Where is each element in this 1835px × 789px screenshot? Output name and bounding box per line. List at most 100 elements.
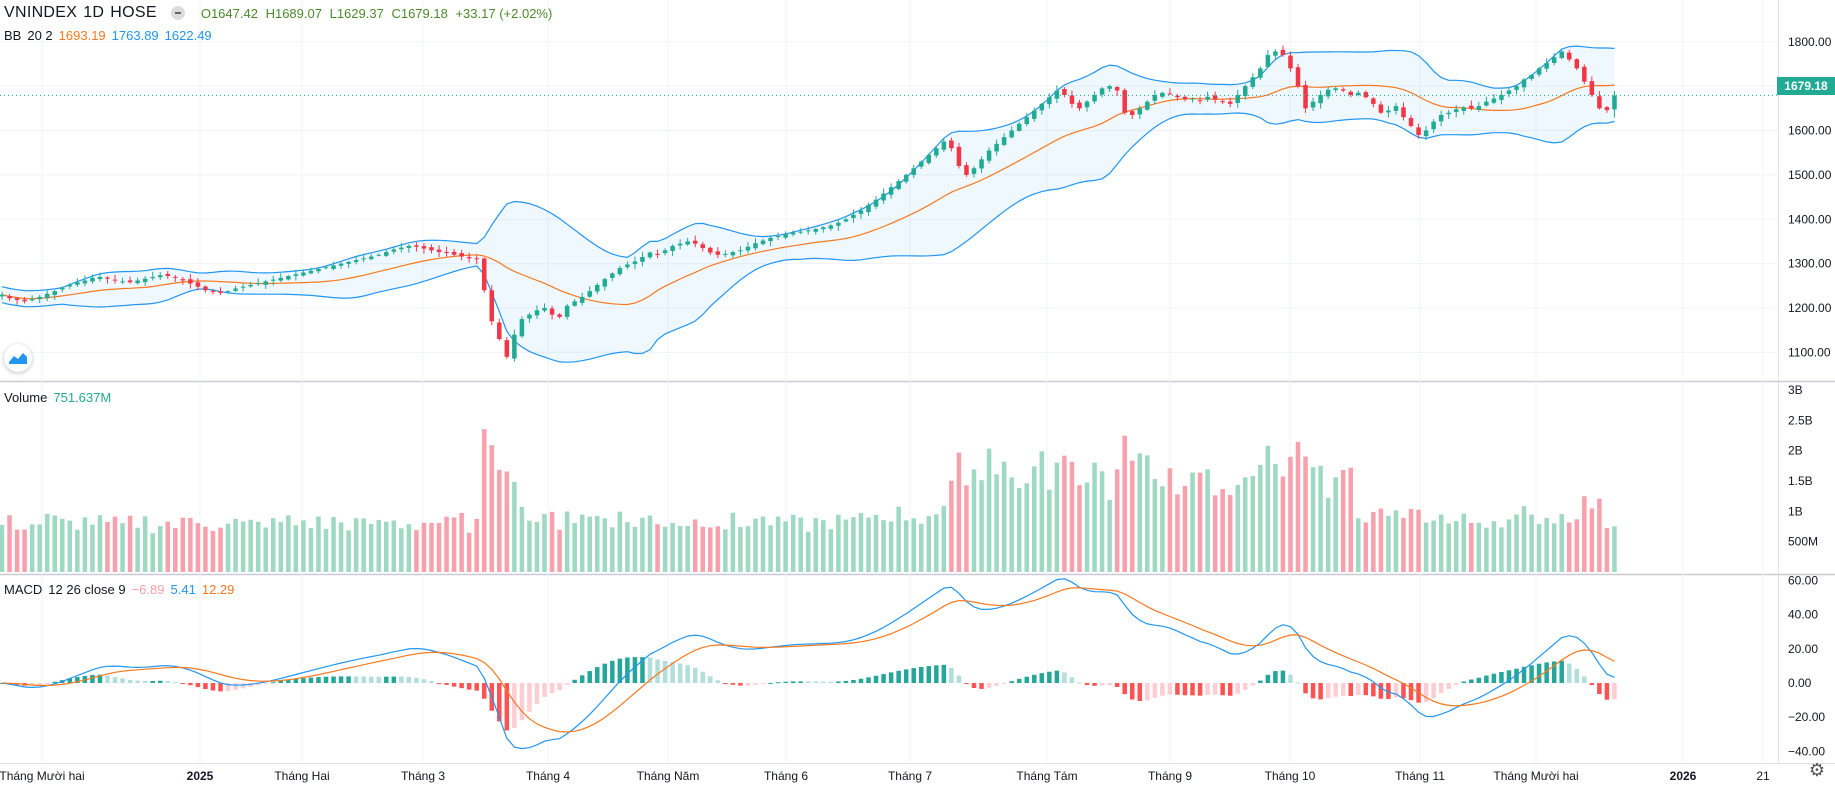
- price-tick-label: 1500.00: [1788, 168, 1832, 182]
- macd-histogram-bar: [1461, 681, 1467, 684]
- collapse-legend-icon[interactable]: [170, 6, 185, 20]
- macd-histogram-bar: [120, 678, 125, 684]
- macd-histogram-bar: [1566, 663, 1572, 684]
- candle-body: [1514, 86, 1519, 90]
- candle-body: [1574, 59, 1580, 69]
- macd-histogram-bar: [1378, 683, 1384, 699]
- macd-histogram-bar: [768, 682, 773, 684]
- candle-body: [768, 237, 773, 242]
- volume-bar: [466, 532, 472, 572]
- time-tick-label: 2026: [1670, 769, 1697, 783]
- volume-bar: [105, 521, 110, 572]
- volume-bar: [851, 517, 856, 572]
- volume-bar: [964, 485, 969, 572]
- macd-histogram-bar: [278, 680, 284, 684]
- candle-body: [361, 258, 366, 260]
- volume-bar: [1032, 466, 1037, 572]
- macd-histogram-bar: [1544, 662, 1549, 684]
- macd-signal-line: [1, 587, 1615, 733]
- volume-bar: [1612, 526, 1617, 572]
- candle-body: [1114, 87, 1120, 91]
- candle-body: [22, 299, 27, 302]
- volume-legend[interactable]: Volume 751.637M: [4, 390, 111, 405]
- settings-gear-icon[interactable]: ⚙: [1808, 760, 1825, 780]
- macd-histogram-bar: [308, 677, 314, 684]
- bb-legend[interactable]: BB 20 2 1693.19 1763.89 1622.49: [4, 28, 212, 43]
- candle-body: [1016, 123, 1022, 131]
- volume-bar: [610, 527, 615, 572]
- candle-body: [368, 256, 374, 260]
- candle-body: [610, 273, 615, 278]
- candle-body: [308, 270, 314, 274]
- candle-body: [1438, 114, 1444, 122]
- volume-bar: [1333, 477, 1338, 572]
- macd-histogram-bar: [29, 683, 35, 686]
- macd-histogram-bar: [1122, 683, 1127, 695]
- candle-body: [662, 250, 668, 254]
- volume-bar: [308, 528, 314, 572]
- candle-body: [504, 340, 510, 357]
- volume-bar: [497, 469, 502, 572]
- candle-body: [399, 247, 404, 250]
- candle-body: [1559, 51, 1564, 59]
- tradingview-logo-icon[interactable]: [4, 344, 32, 372]
- volume-bar: [429, 522, 434, 572]
- volume-bar: [52, 515, 58, 572]
- candle-body: [888, 187, 894, 195]
- volume-bar: [1559, 514, 1564, 572]
- macd-histogram-bar: [421, 679, 427, 684]
- volume-bar: [1310, 467, 1316, 572]
- volume-bar: [1529, 514, 1534, 572]
- macd-histogram-bar: [1129, 683, 1135, 700]
- candle-body: [512, 334, 517, 359]
- bb-name: BB: [4, 28, 22, 43]
- candle-body: [474, 258, 479, 260]
- volume-bar: [685, 525, 690, 572]
- volume-bar: [677, 525, 683, 572]
- time-tick-label: Tháng 11: [1395, 769, 1445, 783]
- candle-body: [142, 278, 148, 283]
- macd-histogram-bar: [474, 683, 479, 691]
- last-price-label: 1679.18: [1777, 77, 1835, 95]
- volume-bar: [1220, 489, 1225, 572]
- candle-body: [451, 251, 457, 255]
- volume-bar: [1393, 510, 1399, 572]
- volume-bar: [248, 519, 253, 572]
- macd-histogram-bar: [1356, 683, 1361, 696]
- volume-bar: [361, 518, 366, 572]
- candle-body: [1386, 110, 1391, 113]
- volume-bar: [1069, 461, 1075, 572]
- candle-body: [670, 245, 675, 251]
- candle-body: [723, 253, 728, 255]
- macd-histogram-bar: [926, 666, 932, 684]
- volume-bar: [451, 517, 457, 572]
- time-tick-label: Tháng 10: [1265, 769, 1316, 783]
- macd-histogram-bar: [662, 660, 668, 684]
- symbol-label[interactable]: VNINDEX: [4, 4, 78, 21]
- macd-histogram-bar: [1340, 683, 1346, 696]
- macd-histogram-bar: [1499, 672, 1504, 684]
- macd-histogram-bar: [1047, 671, 1052, 684]
- volume-bar: [1092, 462, 1097, 572]
- volume-bar: [760, 516, 766, 572]
- macd-histogram-bar: [557, 683, 562, 691]
- macd-histogram-bar: [1318, 683, 1323, 700]
- time-tick-label: Tháng Năm: [637, 769, 700, 783]
- volume-bar: [534, 521, 540, 572]
- macd-histogram-bar: [1574, 668, 1580, 684]
- candle-body: [444, 251, 449, 253]
- candle-body: [1137, 108, 1143, 115]
- macd-histogram-bar: [37, 683, 42, 685]
- volume-bar: [1001, 461, 1007, 572]
- macd-histogram-bar: [1589, 683, 1595, 686]
- candle-body: [421, 246, 427, 249]
- macd-legend[interactable]: MACD 12 26 close 9 −6.89 5.41 12.29: [4, 582, 234, 597]
- candle-body: [1160, 92, 1165, 97]
- volume-bar: [346, 530, 351, 572]
- volume-bar: [1423, 522, 1429, 572]
- interval-label[interactable]: 1D: [83, 4, 105, 21]
- volume-bar: [44, 513, 50, 572]
- candle-body: [790, 232, 796, 235]
- macd-histogram-bar: [828, 681, 834, 684]
